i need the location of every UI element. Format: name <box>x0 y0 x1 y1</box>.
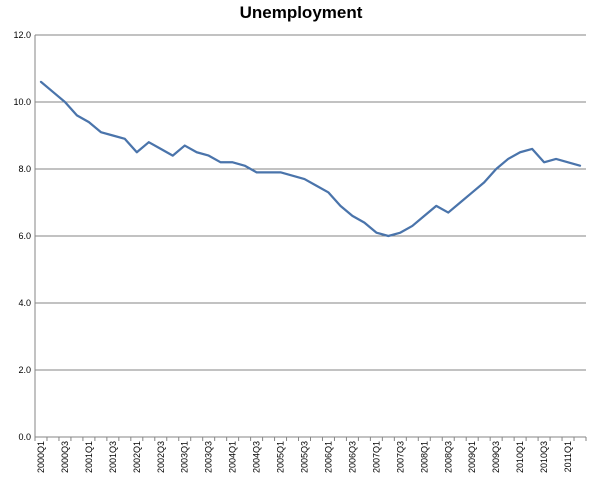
x-tick-label: 2000Q3 <box>60 441 70 473</box>
data-point <box>244 165 246 167</box>
y-tick-labels: 0.0 2.0 4.0 6.0 8.0 10.0 12.0 <box>13 30 31 442</box>
x-tick-label: 2002Q3 <box>156 441 166 473</box>
x-tick-label: 2001Q3 <box>108 441 118 473</box>
data-point <box>88 121 90 123</box>
data-point <box>435 205 437 207</box>
data-point <box>256 171 258 173</box>
x-tick-label: 2006Q3 <box>347 441 357 473</box>
data-point <box>459 202 461 204</box>
data-point <box>471 191 473 193</box>
data-point <box>423 215 425 217</box>
data-point <box>136 151 138 153</box>
x-tick-label: 2000Q1 <box>36 441 46 473</box>
x-tick-label: 2006Q1 <box>323 441 333 473</box>
data-point <box>124 138 126 140</box>
x-tick-label: 2010Q3 <box>539 441 549 473</box>
y-tick-label: 6.0 <box>18 231 31 241</box>
data-point <box>327 191 329 193</box>
data-point <box>495 168 497 170</box>
data-point <box>507 158 509 160</box>
y-tick-label: 0.0 <box>18 432 31 442</box>
data-point <box>268 171 270 173</box>
y-tick-label: 4.0 <box>18 298 31 308</box>
data-point <box>531 148 533 150</box>
x-tick-label: 2011Q1 <box>563 441 573 472</box>
y-tick-label: 12.0 <box>13 30 31 40</box>
x-tick-label: 2003Q1 <box>180 441 190 473</box>
x-tick-label: 2001Q1 <box>84 441 94 473</box>
data-point <box>208 155 210 157</box>
data-point <box>519 151 521 153</box>
data-point <box>172 155 174 157</box>
y-tick-label: 8.0 <box>18 164 31 174</box>
data-point <box>339 205 341 207</box>
data-point <box>76 114 78 116</box>
data-point <box>148 141 150 143</box>
x-tick-label: 2008Q3 <box>443 441 453 473</box>
data-point <box>375 232 377 234</box>
data-point <box>304 178 306 180</box>
data-point <box>292 175 294 177</box>
gridlines <box>35 34 586 371</box>
x-tick-label: 2007Q3 <box>395 441 405 473</box>
data-point <box>315 185 317 187</box>
data-point <box>220 161 222 163</box>
data-point <box>387 235 389 237</box>
data-point <box>64 101 66 103</box>
data-point <box>232 161 234 163</box>
data-point <box>555 158 557 160</box>
x-tick-label: 2004Q3 <box>252 441 262 473</box>
x-tick-label: 2008Q1 <box>419 441 429 473</box>
data-point <box>160 148 162 150</box>
data-point <box>411 225 413 227</box>
data-point <box>280 171 282 173</box>
x-tick-label: 2005Q3 <box>300 441 310 473</box>
data-point <box>447 212 449 214</box>
axes <box>34 35 587 441</box>
data-point <box>40 81 42 83</box>
x-tick-label: 2007Q1 <box>371 441 381 473</box>
data-point <box>399 232 401 234</box>
series-line <box>39 80 582 238</box>
data-point <box>100 131 102 133</box>
x-tick-label: 2005Q1 <box>276 441 286 473</box>
data-point <box>196 151 198 153</box>
x-tick-label: 2009Q1 <box>467 441 477 473</box>
x-tick-label: 2010Q1 <box>515 441 525 473</box>
data-point <box>363 222 365 224</box>
x-tick-labels: 2000Q1 2000Q3 2001Q1 2001Q3 2002Q1 2002Q3 2003… <box>36 441 573 473</box>
y-tick-label: 2.0 <box>18 365 31 375</box>
x-tick-label: 2002Q1 <box>132 441 142 473</box>
data-point <box>112 135 114 137</box>
chart-title: Unemployment <box>239 3 363 22</box>
data-point <box>579 165 581 167</box>
data-point <box>543 161 545 163</box>
x-tick-label: 2004Q1 <box>228 441 238 473</box>
data-point <box>184 145 186 147</box>
y-tick-label: 10.0 <box>13 97 31 107</box>
data-point <box>52 91 54 93</box>
series-layer <box>39 80 582 238</box>
data-point <box>351 215 353 217</box>
x-tick-label: 2009Q3 <box>491 441 501 473</box>
data-point <box>567 161 569 163</box>
data-point <box>483 181 485 183</box>
x-tick-label: 2003Q3 <box>204 441 214 473</box>
